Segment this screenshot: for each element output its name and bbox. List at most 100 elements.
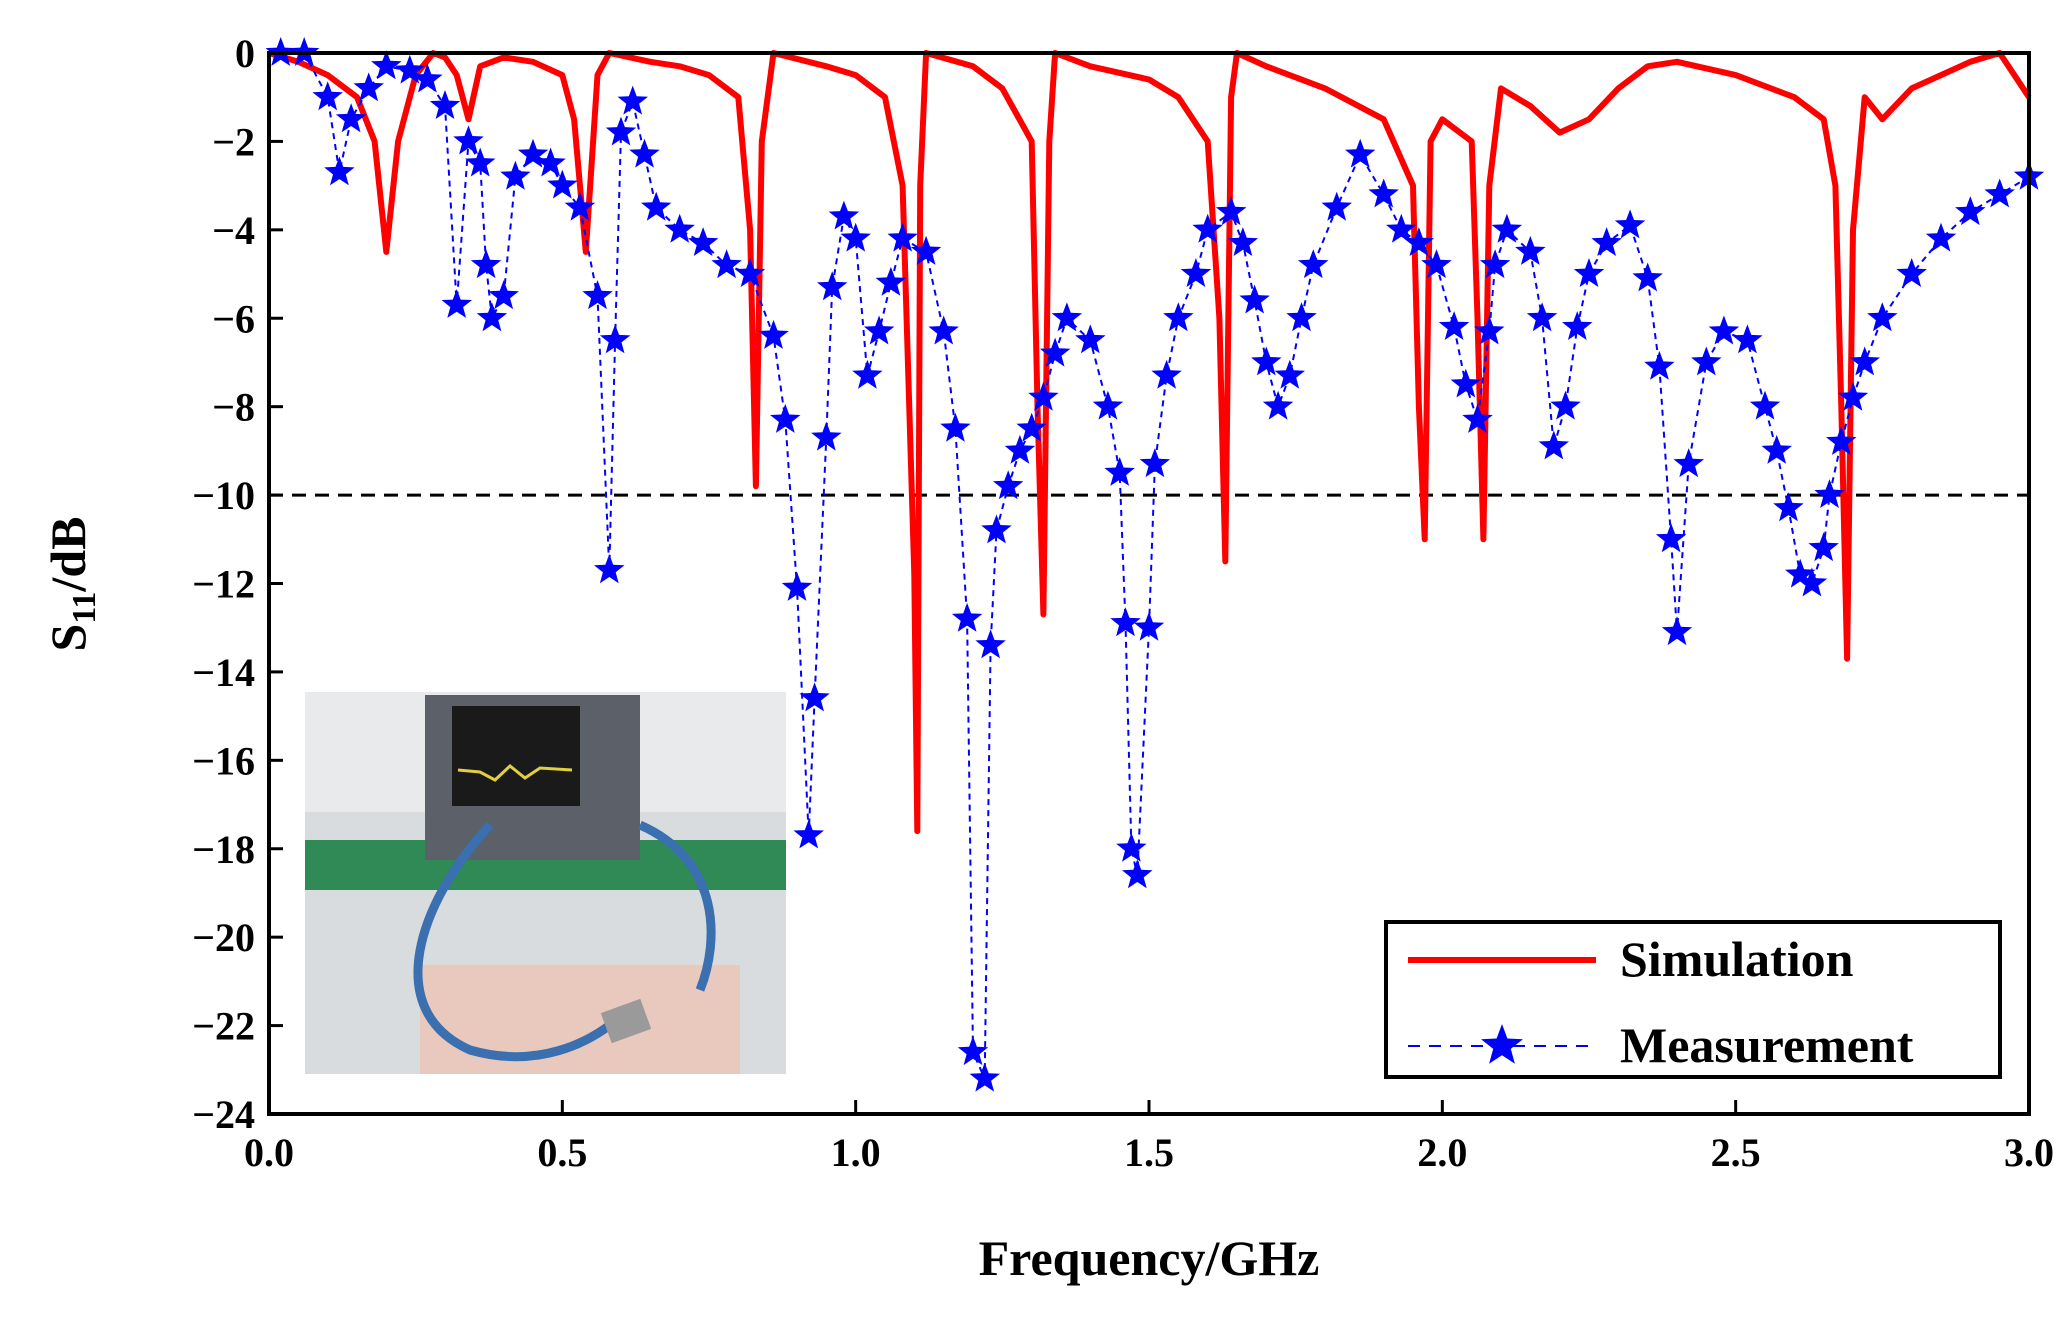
photo-antenna — [600, 998, 652, 1044]
y-tick-label: −6 — [212, 296, 255, 341]
star-marker — [1550, 390, 1581, 420]
star-marker — [629, 138, 660, 168]
star-marker — [335, 103, 367, 133]
star-marker — [1655, 523, 1687, 553]
star-marker — [412, 63, 443, 93]
star-marker — [582, 280, 613, 310]
star-marker — [1227, 227, 1259, 256]
star-marker — [617, 85, 648, 115]
y-tick-label: −24 — [192, 1092, 255, 1137]
star-marker — [887, 222, 918, 252]
x-axis-label: Frequency/GHz — [979, 1230, 1320, 1286]
y-label-unit: /dB — [40, 517, 96, 593]
star-marker — [817, 271, 848, 301]
star-marker — [1849, 346, 1880, 376]
y-axis-label: S11/dB — [40, 517, 103, 652]
star-marker — [1438, 311, 1470, 340]
star-marker — [840, 222, 871, 252]
star-marker — [664, 213, 695, 243]
star-marker — [371, 50, 402, 80]
legend-label: Simulation — [1620, 931, 1854, 987]
star-marker — [1462, 403, 1493, 433]
star-marker — [599, 324, 631, 354]
y-tick-label: −2 — [212, 119, 255, 164]
star-marker — [811, 421, 842, 451]
star-marker — [799, 682, 830, 712]
star-marker — [852, 359, 883, 389]
x-tick-label: 1.0 — [831, 1130, 881, 1175]
y-tick-label: −18 — [192, 827, 255, 872]
star-marker — [1345, 138, 1376, 168]
star-marker — [1180, 258, 1212, 287]
star-marker — [1403, 227, 1435, 256]
star-marker — [605, 116, 637, 146]
star-marker — [1573, 258, 1605, 287]
star-marker — [1515, 235, 1546, 265]
star-marker — [951, 602, 983, 632]
star-marker — [1016, 412, 1047, 442]
star-marker — [1661, 616, 1693, 646]
star-marker — [758, 319, 789, 349]
star-marker — [711, 249, 742, 279]
star-marker — [429, 90, 461, 119]
star-marker — [1215, 196, 1247, 226]
star-marker — [517, 138, 549, 168]
y-tick-label: 0 — [235, 31, 255, 76]
star-marker — [453, 125, 484, 155]
star-marker — [1386, 213, 1417, 243]
star-marker — [1274, 359, 1305, 389]
legend-box — [1384, 920, 2002, 1079]
star-marker — [1732, 324, 1763, 354]
star-marker — [1092, 390, 1124, 420]
star-marker — [1163, 302, 1194, 332]
star-marker — [1104, 457, 1135, 486]
star-marker — [1562, 311, 1593, 340]
star-marker — [1491, 213, 1523, 243]
star-marker — [1139, 448, 1171, 478]
star-marker — [394, 54, 425, 84]
star-marker — [975, 629, 1006, 659]
star-marker — [1925, 222, 1957, 252]
star-marker — [734, 258, 766, 287]
y-tick-label: −16 — [192, 738, 255, 783]
star-marker — [465, 147, 496, 177]
star-marker — [1262, 390, 1294, 420]
x-tick-label: 2.5 — [1711, 1130, 1761, 1175]
star-marker — [324, 156, 355, 186]
star-marker — [1004, 434, 1036, 464]
y-label-sub: 11 — [66, 592, 103, 624]
star-marker — [1749, 390, 1781, 420]
star-marker — [863, 315, 895, 345]
star-marker — [957, 1036, 989, 1066]
star-marker — [1761, 434, 1792, 464]
star-marker — [1321, 191, 1352, 221]
star-marker — [1479, 249, 1511, 279]
star-marker — [1039, 337, 1071, 367]
star-marker — [1298, 249, 1329, 279]
star-marker — [1538, 430, 1569, 460]
star-marker — [1591, 227, 1622, 256]
measurement-line — [280, 52, 2030, 1080]
star-marker — [564, 191, 596, 221]
star-marker — [1708, 315, 1740, 345]
star-marker — [1368, 178, 1399, 208]
star-marker — [1122, 859, 1153, 889]
star-marker — [993, 470, 1024, 500]
star-marker — [1826, 426, 1857, 455]
star-marker — [1867, 302, 1898, 332]
star-marker — [353, 72, 384, 102]
plot-frame — [267, 51, 2031, 1116]
photo-table — [420, 965, 740, 1074]
x-tick-label: 1.5 — [1124, 1130, 1174, 1175]
star-marker — [500, 160, 531, 190]
star-marker — [1251, 346, 1282, 376]
star-marker — [547, 169, 578, 199]
x-tick-label: 0.0 — [244, 1130, 294, 1175]
star-marker — [969, 1062, 1000, 1092]
star-marker — [1075, 324, 1106, 354]
inset-photo — [305, 692, 786, 1074]
star-marker — [1632, 262, 1663, 292]
star-marker — [828, 200, 860, 230]
star-marker — [1673, 448, 1704, 478]
star-marker — [910, 235, 942, 265]
